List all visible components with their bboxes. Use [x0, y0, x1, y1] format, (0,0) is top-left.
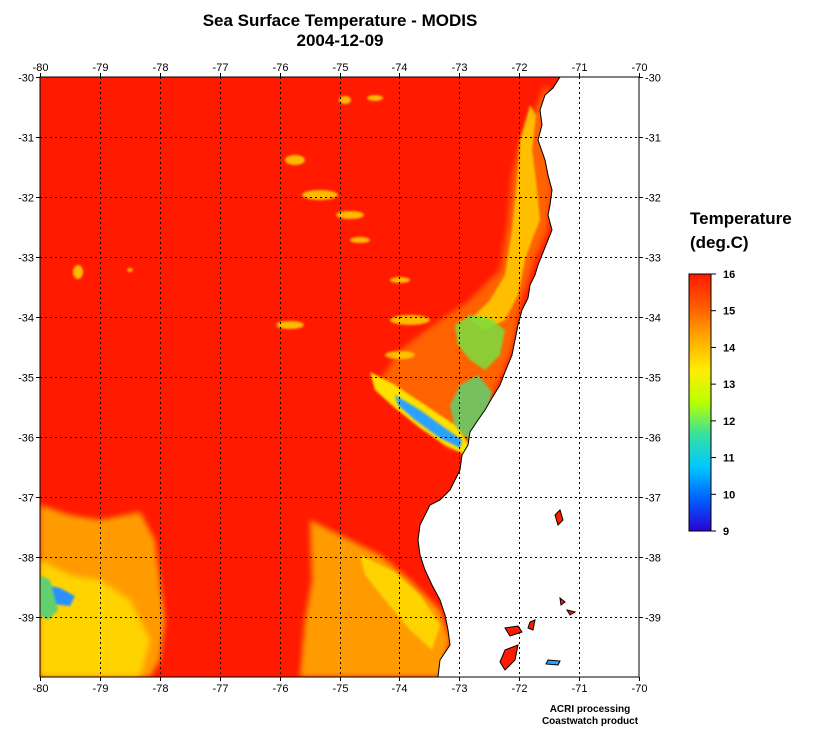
x-tick-label-bottom: -80 [33, 683, 49, 695]
x-tick-label-bottom: -71 [572, 683, 588, 695]
y-tick-label-right: -34 [645, 313, 661, 325]
x-tick-label-top: -71 [572, 62, 588, 74]
y-tick-label-left: -30 [18, 73, 34, 85]
y-tick-label-left: -32 [18, 193, 34, 205]
x-tick-label-top: -79 [93, 62, 109, 74]
y-tick-label-left: -35 [18, 373, 34, 385]
y-tick-label-left: -36 [18, 433, 34, 445]
x-tick-label-bottom: -76 [273, 683, 289, 695]
colorbar-title: Temperature [690, 209, 792, 228]
axis-ticks: -80 -80 -79 -79 -78 -78 -77 -77 -76 -76 -75 -75 -74 -… [18, 62, 661, 695]
colorbar-labels: 16 15 14 13 12 11 10 9 [711, 269, 736, 538]
islands [499, 509, 577, 671]
x-tick-label-top: -74 [392, 62, 408, 74]
colorbar-label: 11 [723, 453, 735, 465]
y-tick-label-right: -36 [645, 433, 661, 445]
x-tick-label-bottom: -74 [392, 683, 408, 695]
y-tick-label-right: -37 [645, 493, 661, 505]
credit-product: Coastwatch product [541, 716, 639, 727]
y-tick-label-left: -39 [18, 613, 34, 625]
y-tick-label-right: -31 [645, 133, 661, 145]
x-tick-label-bottom: -78 [153, 683, 169, 695]
credit-processing: ACRI processing [549, 704, 631, 715]
x-tick-label-bottom: -79 [93, 683, 109, 695]
x-tick-label-top: -70 [632, 62, 648, 74]
y-tick-label-left: -37 [18, 493, 34, 505]
chart-date: 2004-12-09 [296, 31, 384, 50]
y-tick-label-right: -32 [645, 193, 661, 205]
colorbar-label: 14 [723, 342, 736, 354]
colorbar [688, 273, 712, 532]
y-tick-label-left: -38 [18, 553, 34, 565]
y-tick-label-left: -31 [18, 133, 34, 145]
colorbar-label: 15 [723, 306, 735, 318]
y-tick-label-right: -35 [645, 373, 661, 385]
x-tick-label-top: -75 [333, 62, 349, 74]
coastal-upwelling-band [380, 85, 552, 450]
x-tick-label-bottom: -72 [512, 683, 528, 695]
x-tick-label-top: -73 [452, 62, 468, 74]
x-tick-label-bottom: -75 [333, 683, 349, 695]
cold-filament-core [395, 395, 462, 448]
y-tick-label-left: -33 [18, 253, 34, 265]
coastal-green-patch [455, 315, 505, 370]
x-tick-label-top: -76 [273, 62, 289, 74]
offshore-patches [73, 95, 430, 359]
x-tick-label-top: -78 [153, 62, 169, 74]
x-tick-label-bottom: -77 [213, 683, 229, 695]
colorbar-units: (deg.C) [690, 233, 749, 252]
colorbar-label: 10 [723, 489, 735, 501]
grid-lines [40, 77, 639, 677]
south-coastal-region [300, 520, 450, 677]
y-tick-label-right: -33 [645, 253, 661, 265]
land-chile [417, 77, 639, 677]
coastal-yellow-band [470, 105, 540, 330]
chart-title: Sea Surface Temperature - MODIS [202, 11, 478, 30]
colorbar-label: 16 [723, 269, 735, 281]
southwest-yellow-region [40, 560, 150, 677]
y-tick-label-right: -39 [645, 613, 661, 625]
colorbar-label: 12 [723, 416, 735, 428]
y-tick-label-right: -38 [645, 553, 661, 565]
x-tick-label-top: -72 [512, 62, 528, 74]
x-tick-label-bottom: -73 [452, 683, 468, 695]
x-tick-label-bottom: -70 [632, 683, 648, 695]
colorbar-label: 9 [723, 526, 729, 538]
x-tick-label-top: -77 [213, 62, 229, 74]
colorbar-label: 13 [723, 379, 735, 391]
x-tick-label-top: -80 [33, 62, 49, 74]
y-tick-label-right: -30 [645, 73, 661, 85]
y-tick-label-left: -34 [18, 313, 34, 325]
southwest-green-patch [40, 575, 58, 620]
